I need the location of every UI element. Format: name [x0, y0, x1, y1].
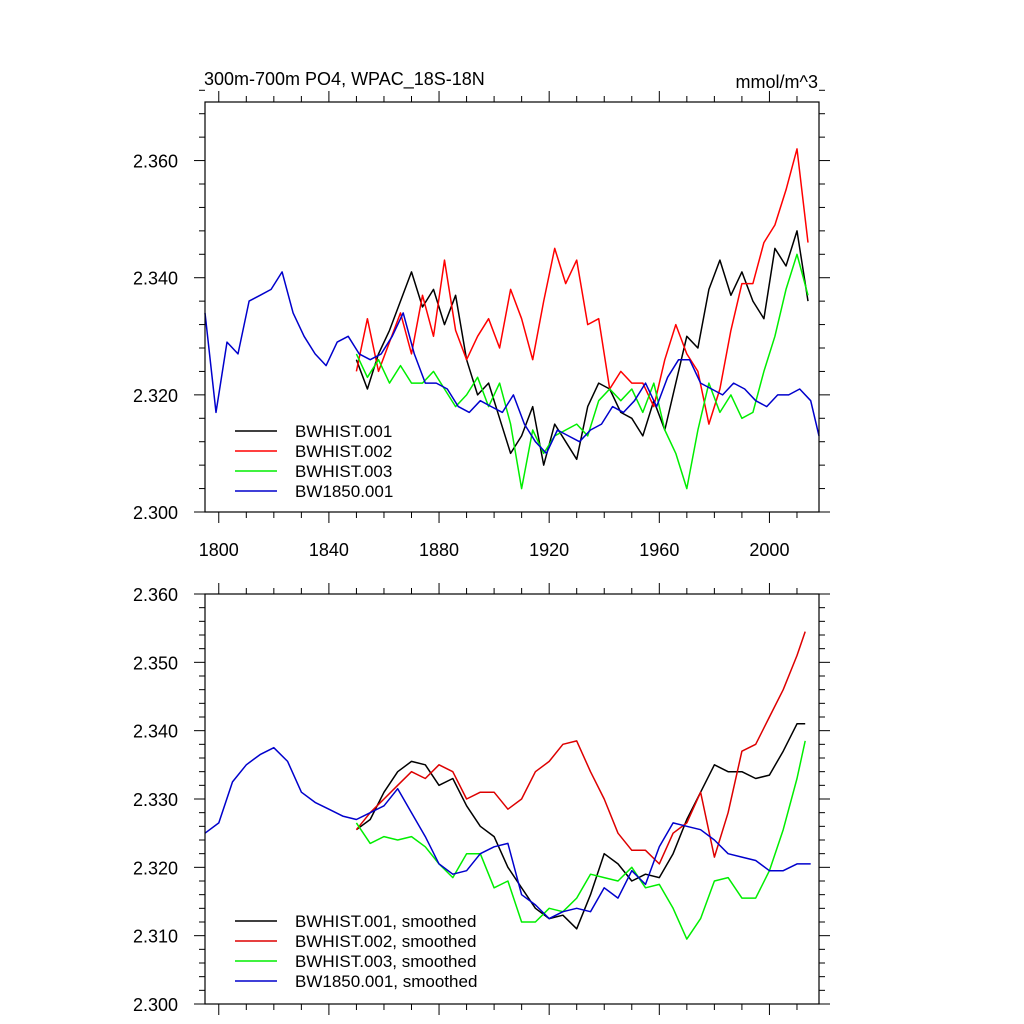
bottom-plot-lines — [204, 631, 811, 940]
series-line-3 — [204, 271, 820, 455]
series-line-0 — [355, 230, 809, 466]
x-tick-label: 1800 — [199, 540, 239, 560]
legend-label-3: BW1850.001, smoothed — [295, 972, 477, 991]
x-tick-label: 1920 — [529, 540, 569, 560]
top-plot-lines — [204, 148, 820, 490]
legend-label-1: BWHIST.002 — [295, 442, 392, 461]
series-line-2 — [355, 253, 809, 490]
series-line-3 — [204, 746, 811, 920]
y-tick-label: 2.330 — [133, 790, 178, 810]
x-tick-label: 1840 — [309, 540, 349, 560]
x-tick-label: 2000 — [749, 540, 789, 560]
top-plot-frame — [204, 101, 820, 513]
series-line-0 — [355, 723, 806, 930]
y-tick-label: 2.310 — [133, 927, 178, 947]
units-label: mmol/m^3 — [736, 72, 818, 92]
legend-label-2: BWHIST.003 — [295, 462, 392, 481]
legend-label-2: BWHIST.003, smoothed — [295, 952, 476, 971]
bottom-plot-frame — [204, 593, 820, 1005]
x-tick-label: 1960 — [639, 540, 679, 560]
series-line-2 — [355, 740, 806, 940]
y-tick-label: 2.340 — [133, 722, 178, 742]
bottom-axes-ticks: 2.300 2.310 2.320 2.330 2.340 2.350 2.360 — [133, 583, 830, 1015]
bottom-panel: 2.300 2.310 2.320 2.330 2.340 2.350 2.360 BWHI… — [133, 583, 830, 1015]
top-axes-ticks: 1800 1840 1880 1920 1960 2000 2.300 2.320 2.340 2… — [133, 89, 830, 560]
series-line-1 — [355, 148, 809, 425]
y-tick-label: 2.360 — [133, 152, 178, 172]
y-tick-label: 2.340 — [133, 269, 178, 289]
y-tick-label: 2.320 — [133, 858, 178, 878]
y-tick-label: 2.360 — [133, 585, 178, 605]
series-line-1 — [355, 631, 806, 865]
y-tick-label: 2.350 — [133, 653, 178, 673]
legend-label-1: BWHIST.002, smoothed — [295, 932, 476, 951]
y-tick-label: 2.300 — [133, 995, 178, 1015]
top-panel: 300m-700m PO4, WPAC_18S-18N mmol/m^3 180… — [133, 69, 830, 560]
legend-label-3: BW1850.001 — [295, 482, 393, 501]
chart-title: 300m-700m PO4, WPAC_18S-18N — [204, 69, 485, 90]
x-tick-label: 1880 — [419, 540, 459, 560]
y-tick-label: 2.300 — [133, 503, 178, 523]
legend-label-0: BWHIST.001 — [295, 422, 392, 441]
legend-label-0: BWHIST.001, smoothed — [295, 912, 476, 931]
y-tick-label: 2.320 — [133, 386, 178, 406]
